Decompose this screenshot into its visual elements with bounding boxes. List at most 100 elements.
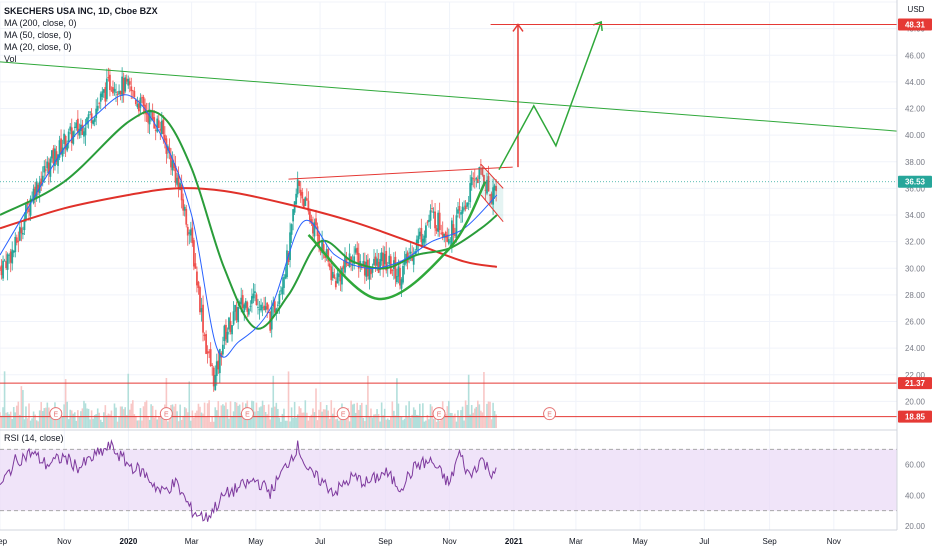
candle-body bbox=[173, 163, 175, 168]
candle-body bbox=[93, 118, 96, 122]
volume-bar bbox=[258, 407, 261, 428]
candle-body bbox=[89, 111, 91, 113]
volume-bar bbox=[43, 408, 46, 428]
candle-body bbox=[299, 189, 302, 196]
volume-bar bbox=[455, 421, 458, 428]
candle-body bbox=[276, 304, 279, 306]
candle-body bbox=[423, 235, 426, 243]
candle-body bbox=[101, 91, 104, 98]
candle-body bbox=[487, 176, 490, 192]
volume-bar bbox=[414, 409, 417, 428]
volume-bar bbox=[20, 386, 23, 428]
volume-bar bbox=[301, 412, 304, 428]
candle-body bbox=[102, 89, 105, 93]
volume-bar bbox=[9, 411, 12, 428]
volume-bar bbox=[444, 414, 447, 428]
volume-bar bbox=[469, 414, 471, 428]
candle-body bbox=[18, 226, 21, 241]
volume-bar bbox=[194, 412, 197, 428]
volume-bar bbox=[461, 406, 464, 428]
candle-body bbox=[174, 165, 177, 183]
candle-body bbox=[34, 186, 37, 200]
volume-bar bbox=[116, 421, 119, 428]
rsi-band bbox=[0, 449, 897, 511]
candle-body bbox=[425, 225, 427, 238]
support-price-label: 21.37 bbox=[905, 379, 926, 388]
currency-label: USD bbox=[908, 5, 925, 14]
volume-bar bbox=[17, 401, 20, 428]
candle-body bbox=[469, 183, 472, 203]
candle-body bbox=[80, 124, 82, 132]
candle-body bbox=[392, 260, 395, 270]
volume-bar bbox=[93, 415, 96, 428]
candle-body bbox=[84, 127, 87, 136]
volume-bar bbox=[287, 371, 290, 428]
volume-bar bbox=[353, 403, 355, 428]
volume-bar bbox=[345, 412, 348, 428]
volume-bar bbox=[130, 403, 133, 428]
candle-body bbox=[305, 198, 308, 201]
rsi-panel[interactable] bbox=[0, 429, 897, 522]
volume-bar bbox=[393, 410, 395, 428]
volume-bar bbox=[3, 371, 6, 428]
volume-bar bbox=[222, 404, 224, 428]
candle-body bbox=[136, 104, 139, 108]
volume-bar bbox=[417, 415, 420, 428]
volume-bar bbox=[156, 419, 159, 428]
candle-body bbox=[32, 188, 35, 204]
volume-bar bbox=[128, 409, 131, 428]
projected-arrowhead bbox=[592, 20, 603, 32]
candle-body bbox=[69, 126, 72, 131]
candle-body bbox=[249, 305, 252, 307]
candle-body bbox=[244, 300, 247, 308]
candle-body bbox=[495, 186, 498, 192]
candle-body bbox=[490, 193, 493, 204]
candle-body bbox=[243, 304, 246, 313]
candle-body bbox=[402, 265, 404, 283]
candle-body bbox=[466, 202, 469, 207]
price-tick-label: 30.00 bbox=[905, 264, 926, 273]
volume-bar bbox=[84, 403, 87, 428]
volume-bar bbox=[232, 411, 235, 428]
volume-bar bbox=[324, 409, 326, 428]
volume-bar bbox=[61, 416, 64, 428]
volume-bar bbox=[385, 419, 388, 428]
candle-body bbox=[168, 147, 171, 154]
candle-body bbox=[14, 236, 17, 253]
volume-bar bbox=[408, 401, 410, 428]
volume-bar bbox=[304, 400, 307, 428]
candle-body bbox=[379, 258, 382, 270]
volume-bar bbox=[55, 413, 58, 428]
candle-body bbox=[83, 131, 85, 137]
earnings-marker-label: E bbox=[341, 412, 346, 419]
volume-bar bbox=[403, 418, 406, 428]
candle-body bbox=[221, 344, 224, 355]
candle-body bbox=[55, 151, 58, 163]
volume-bar bbox=[477, 400, 479, 428]
candle-body bbox=[470, 177, 473, 186]
candle-body bbox=[23, 218, 26, 231]
volume-bar bbox=[292, 418, 294, 428]
candle-body bbox=[441, 232, 444, 238]
volume-bar bbox=[382, 415, 384, 428]
candle-body bbox=[188, 232, 191, 234]
volume-bar bbox=[240, 413, 243, 428]
volume-bar bbox=[391, 401, 394, 428]
candle-body bbox=[157, 120, 160, 129]
candle-body bbox=[432, 211, 435, 213]
volume-bar bbox=[438, 420, 441, 428]
candle-body bbox=[313, 222, 316, 237]
candle-body bbox=[0, 265, 3, 276]
candle-body bbox=[431, 208, 433, 210]
volume-bar bbox=[327, 410, 330, 428]
volume-bar bbox=[44, 407, 47, 428]
candle-body bbox=[475, 177, 478, 180]
volume-bar bbox=[394, 415, 397, 428]
candle-body bbox=[147, 113, 149, 123]
candle-body bbox=[330, 266, 333, 281]
volume-bar bbox=[356, 402, 359, 428]
volume-bar bbox=[127, 373, 130, 428]
volume-bar bbox=[69, 409, 72, 428]
